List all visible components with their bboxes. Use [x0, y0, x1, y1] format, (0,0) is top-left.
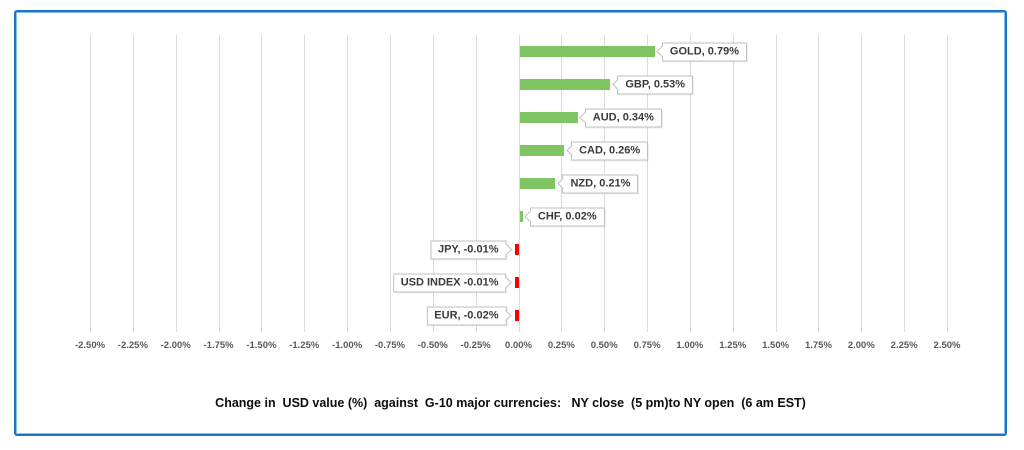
gridline	[732, 35, 734, 332]
x-tick-label: -0.25%	[460, 340, 491, 351]
x-axis: -2.50% -2.25% -2.00% -1.75% -1.50% -1.25% -1.0…	[75, 340, 961, 356]
bar-eur	[514, 310, 519, 321]
callout-pointer	[524, 210, 537, 223]
callout-pointer	[557, 177, 569, 190]
data-label-gold: GOLD, 0.79%	[656, 42, 747, 61]
gridline	[818, 35, 820, 332]
gridline	[261, 35, 263, 332]
callout-pointer	[500, 243, 512, 256]
bar-nzd	[519, 178, 556, 189]
data-label-cad: CAD, 0.26%	[565, 141, 649, 160]
callout-pointer	[500, 276, 512, 289]
x-tick-label: 1.00%	[676, 340, 704, 351]
x-tick-label: -1.25%	[289, 340, 320, 351]
gridline	[132, 35, 134, 332]
gridline	[432, 35, 434, 332]
x-tick-label: -1.00%	[332, 340, 363, 351]
bar-cad	[519, 145, 565, 156]
gridline	[647, 35, 649, 332]
x-tick-label: 2.00%	[847, 340, 875, 351]
gridline	[347, 35, 349, 332]
data-label-chf: CHF, 0.02%	[524, 207, 605, 226]
data-label-usd-index: USD INDEX -0.01%	[392, 273, 512, 292]
callout-pointer	[565, 144, 578, 157]
x-tick-label: 1.50%	[762, 340, 790, 351]
x-tick-label: -1.50%	[246, 340, 277, 351]
gridline	[947, 35, 948, 332]
bar-aud	[519, 112, 578, 123]
x-tick-label: 0.50%	[590, 340, 618, 351]
gridline	[775, 35, 777, 332]
chart-title: Change in USD value (%) against G-10 maj…	[215, 396, 806, 410]
x-tick-label: 0.25%	[547, 340, 575, 351]
x-tick-label: -2.00%	[160, 340, 191, 351]
gridline	[90, 35, 91, 332]
gridline	[904, 35, 906, 332]
bar-gold	[519, 46, 655, 57]
gridline	[304, 35, 306, 332]
x-tick-label: -1.75%	[203, 340, 234, 351]
x-tick-label: 2.50%	[933, 340, 961, 351]
data-label-jpy: JPY, -0.01%	[429, 240, 512, 259]
gridline	[475, 35, 477, 332]
plot-area: GOLD, 0.79% GBP, 0.53% AUD, 0.34% CAD, 0.26…	[90, 35, 948, 332]
x-tick-label: -0.50%	[417, 340, 448, 351]
callout-pointer	[500, 309, 512, 322]
gridline	[518, 35, 520, 332]
bar-chf	[519, 211, 523, 222]
bar-jpy	[514, 244, 519, 255]
gridline	[389, 35, 391, 332]
x-tick-label: 2.25%	[890, 340, 918, 351]
gridline	[861, 35, 863, 332]
x-tick-label: -2.50%	[74, 340, 106, 351]
x-tick-label: -2.25%	[117, 340, 148, 351]
x-tick-label: -0.75%	[374, 340, 405, 351]
data-label-aud: AUD, 0.34%	[579, 108, 662, 127]
gridline	[689, 35, 691, 332]
callout-pointer	[656, 45, 669, 58]
data-label-eur: EUR, -0.02%	[426, 306, 512, 325]
x-tick-label: 1.25%	[719, 340, 747, 351]
bar-usd-index	[514, 277, 519, 288]
data-label-nzd: NZD, 0.21%	[557, 174, 639, 193]
gridline	[175, 35, 177, 332]
gridline	[218, 35, 220, 332]
callout-pointer	[612, 78, 624, 91]
callout-pointer	[579, 111, 591, 124]
data-label-gbp: GBP, 0.53%	[612, 75, 694, 94]
bar-gbp	[519, 79, 611, 90]
x-tick-label: 0.00%	[505, 340, 532, 351]
x-tick-label: 1.75%	[804, 340, 832, 351]
x-tick-label: 0.75%	[633, 340, 661, 351]
chart-frame: GOLD, 0.79% GBP, 0.53% AUD, 0.34% CAD, 0.26…	[14, 10, 1007, 436]
